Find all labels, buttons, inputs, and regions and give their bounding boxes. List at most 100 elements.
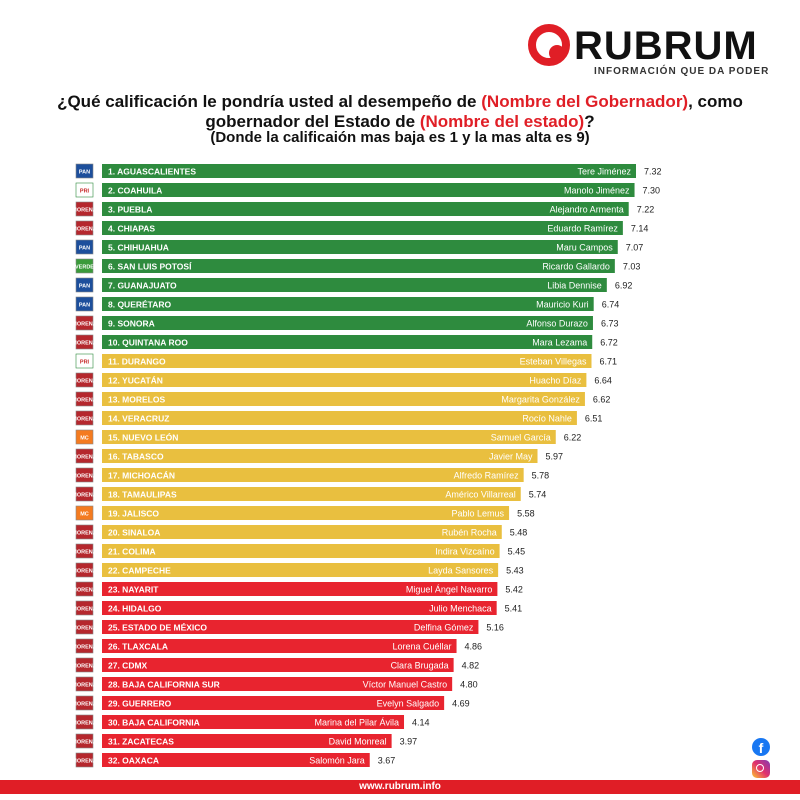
- party-logo-icon: [75, 182, 94, 198]
- state-label: 11. DURANGO: [108, 357, 166, 367]
- state-label: 10. QUINTANA ROO: [108, 338, 188, 348]
- bar: [102, 639, 457, 653]
- state-label: 9. SONORA: [108, 319, 155, 329]
- title-part-2: , como gobernador del Estado de: [205, 92, 743, 131]
- chart-row: MORENA 26. TLAXCALA Lorena Cuéllar 4.86: [72, 638, 482, 654]
- value-label: 7.22: [637, 205, 655, 215]
- instagram-icon[interactable]: [752, 760, 770, 778]
- title-highlight-state: (Nombre del estado): [419, 112, 585, 131]
- party-logo-icon: [75, 429, 94, 445]
- governor-label: Eduardo Ramírez: [547, 224, 618, 234]
- bar: [102, 563, 499, 577]
- governor-label: Tere Jiménez: [577, 167, 631, 177]
- bar: [102, 468, 524, 482]
- facebook-icon[interactable]: f: [752, 738, 770, 756]
- bar: [102, 221, 623, 235]
- brand-tagline: INFORMACIÓN QUE DA PODER: [594, 66, 770, 77]
- party-logo-icon: [75, 334, 94, 350]
- party-logo-text: MORENA: [72, 607, 96, 613]
- party-logo-text: MORENA: [72, 493, 96, 499]
- bar: [102, 582, 498, 596]
- chart-row: MORENA 22. CAMPECHE Layda Sansores 5.43: [72, 562, 524, 578]
- bar: [102, 734, 392, 748]
- state-label: 12. YUCATÁN: [108, 376, 163, 386]
- governor-label: Julio Menchaca: [429, 604, 492, 614]
- chart-row: MORENA 13. MORELOS Margarita González 6.62: [72, 391, 611, 407]
- governor-label: Javier May: [489, 452, 533, 462]
- state-label: 31. ZACATECAS: [108, 737, 174, 747]
- governor-label: Ricardo Gallardo: [542, 262, 610, 272]
- party-logo-text: MC: [80, 512, 89, 518]
- bar: [102, 487, 521, 501]
- bar: [102, 278, 607, 292]
- chart-row: MORENA 32. OAXACA Salomón Jara 3.67: [72, 752, 395, 768]
- party-logo-text: PAN: [79, 303, 90, 309]
- value-label: 5.41: [505, 604, 523, 614]
- chart-subtitle: (Donde la calificaión mas baja es 1 y la…: [210, 129, 590, 146]
- chart-row: MORENA 16. TABASCO Javier May 5.97: [72, 448, 563, 464]
- chart-row: PAN 7. GUANAJUATO Libia Dennise 6.92: [75, 277, 632, 293]
- governor-label: Libia Dennise: [547, 281, 602, 291]
- party-logo-icon: [75, 296, 94, 312]
- bar: [102, 164, 636, 178]
- state-label: 26. TLAXCALA: [108, 642, 168, 652]
- governor-label: Maru Campos: [556, 243, 613, 253]
- value-label: 5.48: [510, 528, 528, 538]
- chart-row: MORENA 4. CHIAPAS Eduardo Ramírez 7.14: [72, 220, 648, 236]
- state-label: 24. HIDALGO: [108, 604, 162, 614]
- bar: [102, 715, 405, 729]
- value-label: 3.97: [400, 737, 418, 747]
- value-label: 7.07: [626, 243, 644, 253]
- value-label: 4.69: [452, 699, 470, 709]
- state-label: 3. PUEBLA: [108, 205, 152, 215]
- party-logo-icon: [75, 201, 94, 217]
- chart-row: MORENA 18. TAMAULIPAS Américo Villarreal 5.…: [72, 486, 546, 502]
- state-label: 5. CHIHUAHUA: [108, 243, 169, 253]
- chart-row: PAN 1. AGUASCALIENTES Tere Jiménez 7.32: [75, 163, 662, 179]
- party-logo-text: MORENA: [72, 588, 96, 594]
- value-label: 6.72: [600, 338, 618, 348]
- bar: [102, 658, 454, 672]
- party-logo-icon: [75, 315, 94, 331]
- chart-row: PRI 2. COAHUILA Manolo Jiménez 7.30: [75, 182, 660, 198]
- party-logo-text: VERDE: [75, 265, 94, 271]
- value-label: 5.78: [532, 471, 550, 481]
- party-logo-text: MORENA: [72, 227, 96, 233]
- party-logo-text: PAN: [79, 246, 90, 252]
- party-logo-icon: [75, 676, 94, 692]
- bar: [102, 430, 556, 444]
- party-logo-text: MORENA: [72, 455, 96, 461]
- governor-label: Marina del Pilar Ávila: [314, 718, 399, 728]
- value-label: 6.62: [593, 395, 611, 405]
- governor-label: Lorena Cuéllar: [392, 642, 451, 652]
- bar: [102, 677, 453, 691]
- governor-label: Mauricio Kuri: [536, 300, 589, 310]
- chart-row: MORENA 21. COLIMA Indira Vizcaíno 5.45: [72, 543, 525, 559]
- chart-row: VERDE 6. SAN LUIS POTOSÍ Ricardo Gallardo 7…: [75, 258, 641, 274]
- footer-url[interactable]: www.rubrum.info: [359, 781, 441, 792]
- state-label: 7. GUANAJUATO: [108, 281, 177, 291]
- value-label: 5.43: [506, 566, 524, 576]
- party-logo-icon: [75, 486, 94, 502]
- governor-label: Samuel García: [491, 433, 551, 443]
- party-logo-text: PRI: [80, 189, 90, 195]
- party-logo-text: PRI: [80, 360, 90, 366]
- state-label: 22. CAMPECHE: [108, 566, 171, 576]
- governor-label: Alfredo Ramírez: [454, 471, 520, 481]
- chart-row: MORENA 23. NAYARIT Miguel Ángel Navarro 5.4…: [72, 581, 523, 597]
- party-logo-text: MORENA: [72, 702, 96, 708]
- chart-row: PAN 5. CHIHUAHUA Maru Campos 7.07: [75, 239, 644, 255]
- state-label: 23. NAYARIT: [108, 585, 159, 595]
- governor-label: Layda Sansores: [428, 566, 494, 576]
- governor-label: Miguel Ángel Navarro: [406, 585, 493, 595]
- party-logo-icon: [75, 752, 94, 768]
- bar: [102, 525, 502, 539]
- party-logo-icon: [75, 714, 94, 730]
- state-label: 14. VERACRUZ: [108, 414, 169, 424]
- value-label: 7.03: [623, 262, 641, 272]
- party-logo-text: MORENA: [72, 683, 96, 689]
- value-label: 7.32: [644, 167, 662, 177]
- value-label: 6.74: [602, 300, 620, 310]
- state-label: 6. SAN LUIS POTOSÍ: [108, 262, 192, 272]
- title-highlight-governor: (Nombre del Gobernador): [481, 92, 689, 111]
